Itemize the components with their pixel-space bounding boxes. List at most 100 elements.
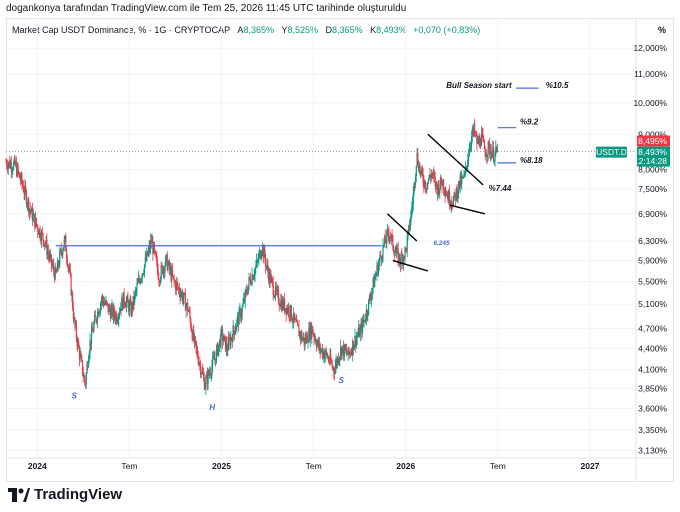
candle-body xyxy=(258,254,260,261)
candle-body xyxy=(266,265,268,266)
tradingview-logo[interactable]: TradingView xyxy=(8,486,122,503)
candle-body xyxy=(324,354,326,359)
candle-body xyxy=(100,300,102,304)
candle-body xyxy=(171,269,174,276)
candle-body xyxy=(38,228,40,235)
candle-body xyxy=(444,191,446,196)
candle-body xyxy=(149,245,151,250)
candle-body xyxy=(19,177,21,181)
candle-body xyxy=(240,314,243,319)
candle-body xyxy=(252,275,254,280)
candle-body xyxy=(233,326,235,331)
candle-body xyxy=(381,257,383,260)
candle-body xyxy=(336,357,339,365)
candle-body xyxy=(406,236,408,251)
legend-change: +0,070 (+0,83%) xyxy=(413,25,481,35)
candle-body xyxy=(94,315,96,317)
candle-body xyxy=(441,183,443,187)
candle-body xyxy=(393,251,395,257)
candle-body xyxy=(448,191,450,202)
candle-body xyxy=(244,290,246,302)
candle-body xyxy=(484,149,486,157)
candle-body xyxy=(492,147,495,162)
chart-caption: dogankonya tarafından TradingView.com il… xyxy=(6,3,407,14)
candle-body xyxy=(319,343,321,352)
candle-body xyxy=(204,387,206,390)
candle-body xyxy=(488,141,490,144)
candle-body xyxy=(77,341,79,346)
candle-body xyxy=(111,305,113,309)
candle-body xyxy=(187,302,189,312)
candle-body xyxy=(9,160,11,168)
candle-body xyxy=(63,239,65,248)
candle-body xyxy=(228,338,230,339)
candle-body xyxy=(230,337,233,339)
candle-body xyxy=(259,250,261,259)
candle-body xyxy=(227,338,230,350)
y-tick-label: 7,500% xyxy=(638,184,667,194)
chart-annotation: H xyxy=(209,403,215,412)
candle-body xyxy=(268,271,271,282)
candle-body xyxy=(379,254,381,261)
chart-annotation: 6.245 xyxy=(433,240,450,247)
candle-body xyxy=(313,334,315,339)
candle-body xyxy=(135,290,137,291)
legend-high: 8,525% xyxy=(287,25,319,35)
candle-body xyxy=(374,276,377,279)
candle-body xyxy=(193,336,196,342)
candle-body xyxy=(382,244,384,258)
candle-body xyxy=(119,308,121,313)
candle-body xyxy=(276,289,278,292)
candle-body xyxy=(424,180,426,187)
candle-body xyxy=(36,224,38,227)
candle-body xyxy=(69,269,71,275)
candle-body xyxy=(209,372,211,375)
candle-body xyxy=(462,176,464,178)
candle-body xyxy=(250,283,252,285)
candle-body xyxy=(123,292,125,303)
candle-body xyxy=(252,276,255,280)
candle-body xyxy=(184,294,187,311)
candle-body xyxy=(30,210,32,213)
y-tick-label: 6,900% xyxy=(638,209,667,219)
candle-body xyxy=(476,134,478,144)
candle-body xyxy=(68,269,71,271)
candle-body xyxy=(333,372,336,374)
candle-body xyxy=(492,147,494,154)
candle-body xyxy=(318,343,321,348)
candle-body xyxy=(270,276,272,283)
candle-body xyxy=(72,308,74,319)
candle-body xyxy=(340,347,342,357)
candle-body xyxy=(349,352,352,355)
candle-body xyxy=(450,202,452,206)
candle-body xyxy=(289,315,291,317)
candle-body xyxy=(202,373,205,378)
candle-body xyxy=(400,253,402,265)
candle-body xyxy=(184,293,186,295)
candle-body xyxy=(371,288,374,294)
candle-body xyxy=(115,314,118,323)
candle-body xyxy=(40,238,42,242)
candle-body xyxy=(240,309,242,319)
candle-body xyxy=(158,278,160,282)
candle-body xyxy=(302,338,304,341)
candle-body xyxy=(473,124,475,133)
candle-body xyxy=(145,257,147,261)
chart-annotation: S xyxy=(71,392,77,401)
candle-body xyxy=(220,329,222,347)
candle-body xyxy=(181,292,183,301)
candle-body xyxy=(181,292,183,294)
candle-body xyxy=(19,172,21,178)
candle-body xyxy=(475,133,477,135)
candle-body xyxy=(223,335,225,341)
candle-body xyxy=(124,302,126,306)
candle-body xyxy=(353,345,355,350)
candle-body xyxy=(66,258,68,266)
candle-body xyxy=(43,240,45,246)
candle-body xyxy=(372,278,374,289)
candle-body xyxy=(339,356,341,360)
candle-body xyxy=(116,320,118,323)
candle-body xyxy=(214,358,216,360)
candle-body xyxy=(42,233,44,241)
